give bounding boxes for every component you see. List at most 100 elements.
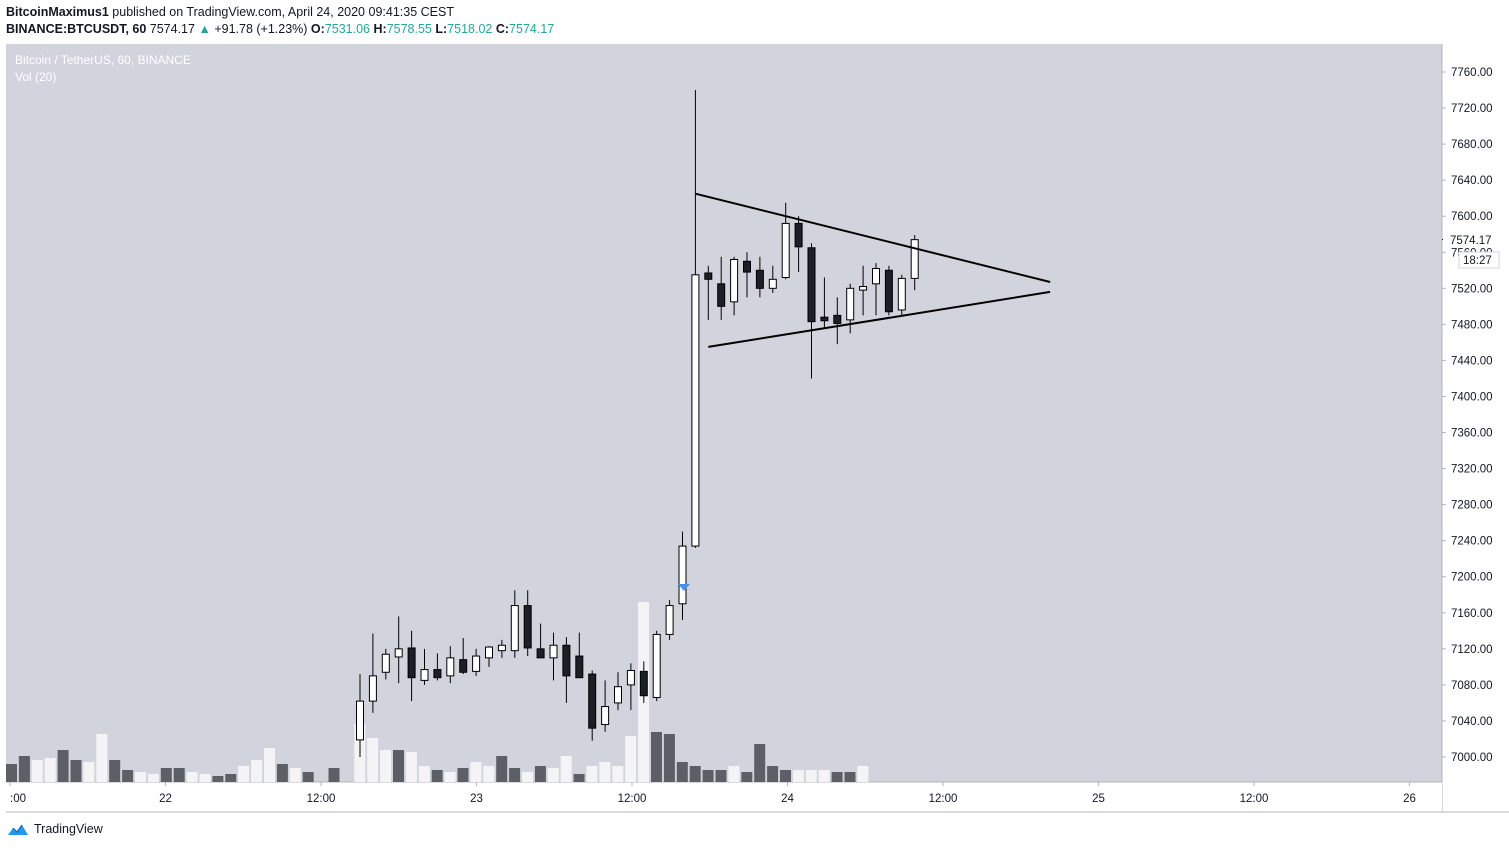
price-axis-pane[interactable]	[1442, 44, 1509, 812]
chart-pane[interactable]	[6, 44, 1442, 782]
volume-bar	[83, 762, 95, 782]
time-tick-label: 23	[470, 793, 483, 805]
candle-body	[781, 222, 790, 278]
low-value: 7518.02	[447, 22, 493, 36]
volume-bar	[676, 762, 688, 782]
candle-body	[820, 316, 829, 322]
volume-bar	[160, 768, 172, 782]
candle-body	[897, 277, 906, 311]
volume-bar	[70, 760, 82, 782]
volume-bar	[844, 772, 856, 782]
volume-bar	[393, 750, 404, 782]
candle-body	[601, 706, 610, 726]
candle-body	[446, 657, 455, 677]
price-tick-label: 7240.00	[1451, 536, 1493, 548]
price-tick-label: 7480.00	[1451, 319, 1493, 331]
volume-bar	[857, 766, 869, 782]
price-axis: 7760.007720.007680.007640.007600.007560.…	[1442, 67, 1493, 764]
volume-bar	[547, 768, 559, 782]
price-tick-label: 7160.00	[1451, 608, 1493, 620]
candle-body	[910, 239, 919, 279]
volume-bar	[31, 760, 43, 782]
candle-body	[562, 644, 571, 677]
volume-bar	[522, 772, 533, 782]
candle-body	[755, 269, 764, 289]
candle-body	[510, 605, 519, 652]
time-axis-pane[interactable]	[6, 782, 1442, 812]
volume-bar	[715, 770, 727, 782]
volume-bar	[831, 772, 843, 782]
candle-body	[704, 272, 713, 280]
last-price-badge: 7574.17 18:27	[1443, 232, 1500, 269]
trendline	[708, 290, 1051, 348]
price-tick-label: 7440.00	[1451, 355, 1493, 367]
price-tick-label: 7000.00	[1451, 752, 1493, 764]
volume-bar	[651, 732, 662, 782]
candle-body	[356, 700, 364, 741]
candle-body	[614, 686, 622, 704]
price-tick-label: 7040.00	[1451, 716, 1493, 728]
candle-body	[575, 655, 584, 679]
time-tick-label: 25	[1092, 793, 1105, 805]
author-name[interactable]: BitcoinMaximus1	[6, 5, 109, 19]
volume-bar	[483, 766, 495, 782]
price-tick-label: 7600.00	[1451, 211, 1493, 223]
volume-bar	[534, 766, 546, 782]
candle-body	[833, 314, 842, 324]
volume-bar	[225, 774, 237, 782]
volume-legend[interactable]: Vol (20)	[15, 70, 56, 84]
volume-bar	[496, 756, 508, 782]
volume-bar	[122, 770, 134, 782]
volume-bar	[418, 766, 430, 782]
time-tick-label: 12:00	[1240, 793, 1269, 805]
volume-bar	[199, 774, 211, 782]
last-price-badge-value: 7574.17	[1450, 235, 1492, 247]
volume-bar	[741, 772, 753, 782]
tradingview-brand: TradingView	[34, 822, 103, 836]
close-value: 7574.17	[509, 22, 555, 36]
volume-bar	[238, 766, 250, 782]
candle-body	[536, 648, 545, 659]
candle-body	[626, 669, 635, 686]
change-arrow-icon: ▲	[198, 22, 211, 36]
volume-bar	[328, 768, 340, 782]
volume-bar	[767, 766, 779, 782]
candle-body	[523, 605, 532, 649]
candle-body	[497, 644, 506, 652]
price-tick-label: 7760.00	[1451, 67, 1493, 79]
volume-bar	[560, 756, 572, 782]
time-tick-label: 26	[1403, 793, 1416, 805]
open-label: O:	[310, 22, 325, 36]
candle-body	[420, 669, 429, 681]
close-label: C:	[495, 22, 510, 36]
candle-body	[768, 278, 777, 289]
chart-legend-title[interactable]: Bitcoin / TetherUS, 60, BINANCE	[15, 53, 191, 67]
change-value: +91.78 (+1.23%)	[214, 22, 308, 36]
ohlc-header: BINANCE:BTCUSDT, 60 7574.17 ▲ +91.78 (+1…	[6, 22, 554, 36]
open-value: 7531.06	[324, 22, 370, 36]
volume-bar	[289, 768, 301, 782]
volume-bar	[663, 734, 675, 782]
volume-bar	[367, 738, 379, 782]
high-value: 7578.55	[386, 22, 432, 36]
candle-body	[717, 283, 726, 307]
candle-body	[678, 545, 687, 605]
volume-bar	[251, 760, 263, 782]
high-label: H:	[373, 22, 387, 36]
price-tick-label: 7400.00	[1451, 391, 1493, 403]
publish-info: BitcoinMaximus1 published on TradingView…	[6, 5, 454, 19]
candle-body	[485, 646, 493, 659]
tradingview-logo[interactable]: TradingView	[6, 822, 103, 836]
time-tick-label: 22	[159, 793, 172, 805]
candle-body	[549, 644, 558, 659]
time-tick-label: 24	[781, 793, 794, 805]
volume-bar	[173, 768, 185, 782]
volume-bar	[780, 770, 791, 782]
last-price: 7574.17	[149, 22, 195, 36]
volume-bar	[754, 744, 766, 782]
volume-bar	[599, 762, 611, 782]
volume-bar	[96, 734, 108, 782]
volume-bar	[586, 766, 598, 782]
candle-body	[859, 286, 868, 291]
